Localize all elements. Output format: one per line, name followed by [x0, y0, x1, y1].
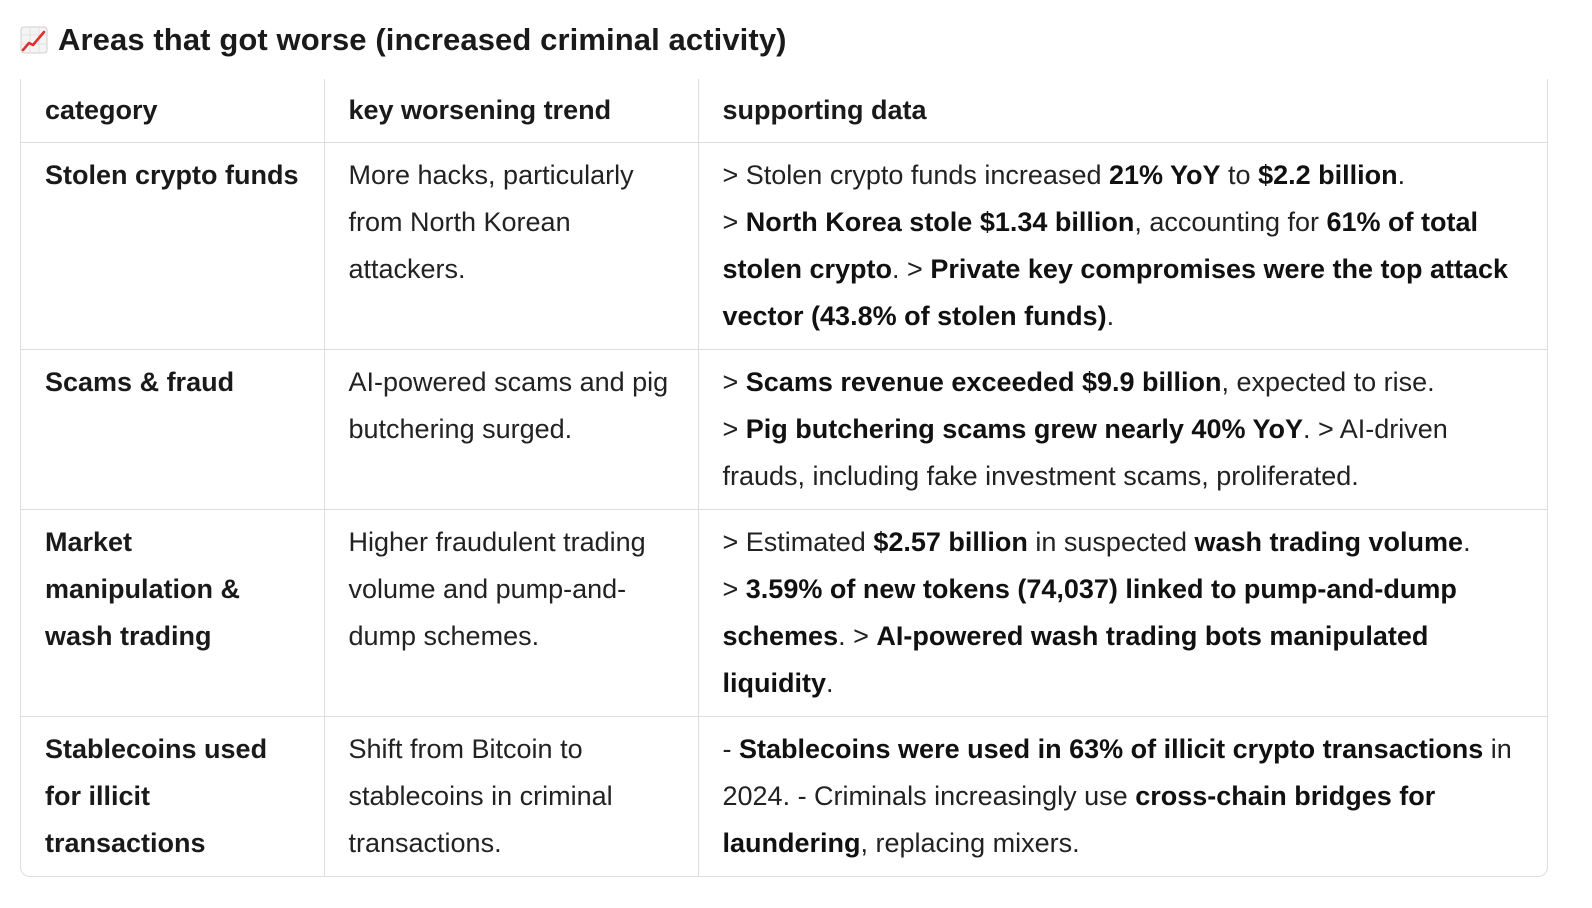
emphasized-text: AI-powered wash trading bots manipulated… — [722, 620, 1429, 698]
body-text: > — [722, 413, 746, 444]
body-text: , replacing mixers. — [860, 827, 1080, 858]
trend-cell: More hacks, particularly from North Kore… — [324, 142, 699, 350]
table-header-row: category key worsening trend supporting … — [21, 79, 1547, 143]
body-text: > Stolen crypto funds increased — [722, 159, 1109, 190]
table-row: Scams & fraud AI-powered scams and pig b… — [21, 349, 1547, 510]
body-text: > — [722, 573, 746, 604]
supporting-data-cell: > Estimated $2.57 billion in suspected w… — [698, 509, 1547, 717]
table-row: Stolen crypto funds More hacks, particul… — [21, 142, 1547, 350]
table-row: Stablecoins used for illicit transaction… — [21, 716, 1547, 876]
body-text: in 2024. - Criminals increasingly use — [722, 733, 1512, 811]
body-text: > Estimated — [722, 526, 874, 557]
emphasized-text: cross-chain bridges for laundering — [722, 780, 1436, 858]
trends-table-container: category key worsening trend supporting … — [20, 79, 1548, 877]
category-cell: Stolen crypto funds — [21, 142, 325, 350]
chart-increasing-icon — [20, 26, 48, 54]
emphasized-text: 3.59% of new tokens (74,037) linked to p… — [722, 573, 1457, 651]
column-header-trend: key worsening trend — [324, 79, 699, 143]
emphasized-text: $2.57 billion — [873, 526, 1028, 557]
body-text: , expected to rise. — [1221, 366, 1435, 397]
body-text: > — [722, 206, 746, 237]
body-text: . — [1463, 526, 1471, 557]
trend-cell: Higher fraudulent trading volume and pum… — [324, 509, 699, 717]
emphasized-text: Scams revenue exceeded $9.9 billion — [745, 366, 1222, 397]
emphasized-text: Private key compromises were the top att… — [722, 253, 1509, 331]
emphasized-text: 61% of total stolen crypto — [722, 206, 1479, 284]
emphasized-text: $2.2 billion — [1258, 159, 1398, 190]
category-cell: Stablecoins used for illicit transaction… — [21, 716, 325, 876]
section-heading: Areas that got worse (increased criminal… — [20, 18, 787, 62]
body-text: . > — [892, 253, 931, 284]
emphasized-text: North Korea stole $1.34 billion — [745, 206, 1135, 237]
supporting-data-cell: > Stolen crypto funds increased 21% YoY … — [698, 142, 1547, 350]
trend-cell: Shift from Bitcoin to stablecoins in cri… — [324, 716, 699, 876]
body-text: . — [1106, 300, 1115, 331]
emphasized-text: Pig butchering scams grew nearly 40% YoY — [745, 413, 1303, 444]
category-cell: Market manipulation & wash trading — [21, 509, 325, 717]
body-text: - — [722, 733, 739, 764]
body-text: . > — [838, 620, 877, 651]
section-title: Areas that got worse (increased criminal… — [58, 22, 787, 57]
table-row: Market manipulation & wash trading Highe… — [21, 509, 1547, 717]
emphasized-text: 21% YoY — [1108, 159, 1221, 190]
body-text: to — [1220, 159, 1259, 190]
emphasized-text: Stablecoins were used in 63% of illicit … — [739, 733, 1484, 764]
body-text: . > AI-driven frauds, including fake inv… — [722, 413, 1448, 491]
body-text: , accounting for — [1134, 206, 1327, 237]
body-text: . — [826, 667, 834, 698]
supporting-data-cell: > Scams revenue exceeded $9.9 billion, e… — [698, 349, 1547, 510]
supporting-data-cell: - Stablecoins were used in 63% of illici… — [698, 716, 1547, 876]
body-text: . — [1397, 159, 1406, 190]
body-text: > — [722, 366, 746, 397]
trend-cell: AI-powered scams and pig butchering surg… — [324, 349, 699, 510]
body-text: in suspected — [1027, 526, 1195, 557]
column-header-category: category — [21, 79, 325, 143]
emphasized-text: wash trading volume — [1194, 526, 1464, 557]
column-header-supporting-data: supporting data — [698, 79, 1547, 143]
trends-table: category key worsening trend supporting … — [21, 79, 1547, 876]
category-cell: Scams & fraud — [21, 349, 325, 510]
